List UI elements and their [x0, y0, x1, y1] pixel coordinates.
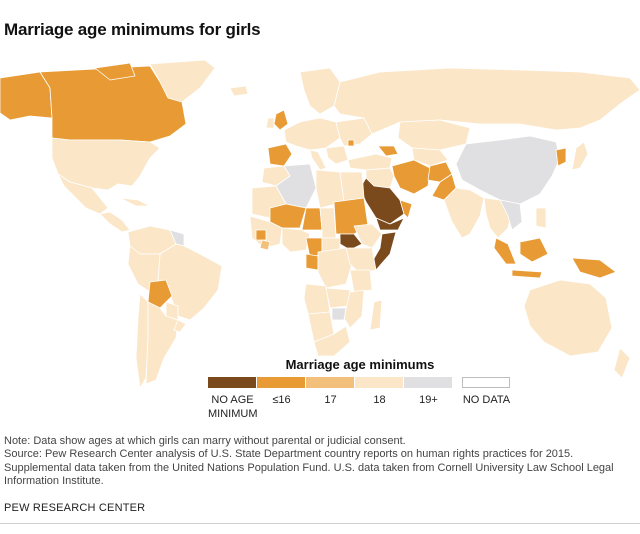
- legend-item-no-data: NO DATA: [462, 377, 511, 407]
- region-nigeria: [281, 227, 311, 253]
- region-india: [443, 187, 485, 239]
- legend-label: NO AGE MINIMUM: [208, 394, 258, 420]
- region-central-america: [99, 211, 131, 233]
- source-line: Supplemental data taken from the United …: [4, 461, 614, 474]
- source-line: Information Institute.: [4, 475, 104, 488]
- legend-swatch: [355, 377, 403, 388]
- region-canada-islands: [94, 62, 136, 81]
- region-ethiopia: [353, 223, 383, 249]
- region-madagascar: [369, 299, 383, 331]
- region-indochina: [499, 199, 523, 231]
- region-iran: [391, 159, 431, 195]
- footer-credit: PEW RESEARCH CENTER: [4, 502, 146, 514]
- region-drc: [317, 247, 353, 289]
- region-moldova: [347, 139, 355, 147]
- legend-swatch: [404, 377, 452, 388]
- region-chad: [319, 207, 337, 239]
- legend-label: 19+: [419, 394, 438, 406]
- region-balkans: [325, 145, 349, 165]
- region-japan: [571, 141, 589, 171]
- region-ireland: [265, 117, 275, 129]
- legend-swatch: [306, 377, 354, 388]
- region-iceland: [229, 85, 249, 97]
- legend-label: NO DATA: [462, 394, 511, 406]
- legend-item-no-age-minimum: NO AGE MINIMUM: [208, 377, 258, 421]
- legend-item-16-or-under: ≤16: [257, 377, 306, 407]
- region-caribbean: [119, 197, 151, 207]
- region-korea: [555, 147, 567, 167]
- region-borneo: [519, 237, 549, 263]
- region-argentina: [145, 301, 179, 385]
- region-central-asia: [411, 147, 449, 167]
- region-java: [511, 269, 543, 279]
- region-egypt: [339, 171, 365, 203]
- legend-swatch: [208, 377, 256, 388]
- region-libya: [315, 169, 345, 209]
- region-china: [455, 135, 561, 205]
- notes: Note: Data show ages at which girls can …: [4, 435, 634, 489]
- legend-item-18: 18: [355, 377, 404, 407]
- region-russia: [333, 67, 640, 135]
- region-spain: [267, 143, 293, 167]
- region-scandinavia: [299, 67, 341, 115]
- region-guinea: [255, 229, 267, 241]
- region-tanzania: [349, 269, 373, 293]
- legend-title: Marriage age minimums: [285, 357, 435, 372]
- region-caucasus: [377, 145, 399, 157]
- region-uk: [273, 109, 289, 131]
- region-oman: [399, 199, 413, 219]
- region-new-zealand: [613, 347, 631, 379]
- region-mexico: [57, 173, 109, 215]
- region-sumatra: [493, 237, 517, 265]
- region-kazakhstan: [397, 119, 471, 151]
- map-title: Marriage age minimums for girls: [4, 20, 261, 39]
- legend-label: 18: [373, 394, 386, 406]
- region-philippines: [535, 207, 547, 229]
- legend-item-17: 17: [306, 377, 355, 407]
- region-sierra-leone: [259, 239, 271, 251]
- region-zimbabwe: [331, 307, 347, 321]
- legend-swatch: [462, 377, 510, 388]
- region-turkey: [347, 153, 393, 171]
- world-map: [0, 59, 640, 389]
- region-canada: [39, 65, 187, 143]
- region-uruguay: [173, 319, 187, 333]
- note-line: Note: Data show ages at which girls can …: [4, 435, 406, 447]
- region-niger: [301, 207, 323, 231]
- region-zambia: [325, 287, 351, 309]
- region-western-europe: [283, 117, 341, 151]
- legend-item-19-plus: 19+: [404, 377, 453, 407]
- region-south-africa: [313, 325, 351, 357]
- region-australia: [523, 279, 613, 357]
- source-line: Source: Pew Research Center analysis of …: [4, 448, 574, 461]
- legend-label: 17: [324, 394, 337, 406]
- legend-swatch: [257, 377, 305, 388]
- region-gabon: [305, 253, 319, 271]
- region-italy: [309, 149, 327, 171]
- legend-label: ≤16: [272, 394, 291, 406]
- region-yemen: [375, 217, 405, 231]
- footer-rule: [0, 523, 640, 524]
- region-papua: [571, 257, 617, 279]
